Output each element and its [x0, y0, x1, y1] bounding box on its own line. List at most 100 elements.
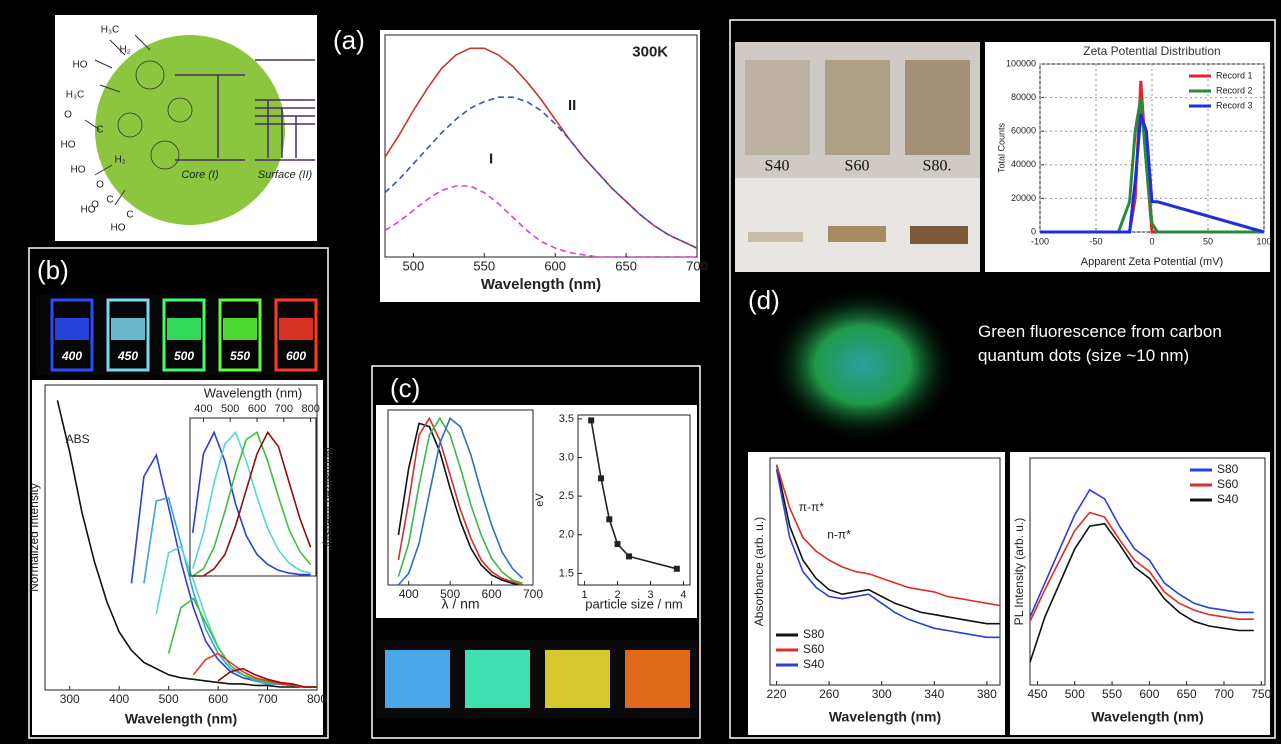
x-tick-label: 600: [248, 403, 266, 415]
plot-frame: [769, 457, 1001, 686]
x-tick-label: 600: [482, 587, 502, 601]
x-tick-label: 3: [647, 589, 653, 601]
panel-label: (b): [37, 255, 69, 285]
annotation: π-π*: [799, 500, 825, 514]
series-line: [1040, 113, 1265, 234]
point: [614, 541, 621, 548]
panel-label: (a): [333, 25, 365, 55]
plot-frame: [1029, 457, 1266, 686]
series-line: [192, 431, 312, 577]
panel-b-chart-box: [32, 380, 323, 735]
x-tick-label: 650: [1177, 687, 1197, 701]
schematic-label: HO: [73, 60, 88, 71]
y-tick-label: 1.5: [559, 567, 574, 579]
legend-label: Record 2: [1216, 85, 1253, 95]
sample-label: S40: [765, 158, 790, 175]
y-axis-label: Absorbance (arb. u.): [752, 517, 766, 626]
sample-label: S60: [845, 158, 870, 175]
y-tick-label: 0: [1031, 226, 1036, 236]
y-tick-label: 2.0: [559, 529, 574, 541]
y-tick-label: 80000: [1011, 92, 1036, 102]
chart-title: Zeta Potential Distribution: [1083, 44, 1220, 58]
cuvette: [106, 298, 150, 372]
x-axis-label: λ / nm: [441, 596, 479, 612]
cuvette: [274, 298, 318, 372]
solution-green: [465, 650, 530, 708]
series-line: [1029, 511, 1254, 622]
vial-label: 450: [117, 349, 138, 363]
cuvette-glow: [55, 318, 89, 340]
legend-label: S40: [1217, 492, 1239, 506]
x-tick-label: 700: [275, 403, 293, 415]
energy-levels: [175, 59, 315, 161]
y-axis-label: eV: [534, 493, 546, 507]
x-tick-label: 750: [1251, 687, 1271, 701]
legend-label: Record 3: [1216, 100, 1253, 110]
vial-label: 550: [230, 349, 250, 363]
series-line: [1029, 522, 1254, 663]
y-tick-label: 3.0: [559, 451, 574, 463]
x-axis-label: Wavelength (nm): [829, 709, 941, 725]
annotation: ABS: [66, 432, 90, 446]
annotation: n-π*: [827, 527, 851, 541]
schematic-label: C: [106, 195, 113, 206]
fluorescence-glow: [768, 287, 958, 443]
x-axis-label: Apparent Zeta Potential (mV): [1081, 256, 1223, 268]
x-tick-label: -50: [1089, 236, 1102, 246]
y-tick-label: 100000: [1006, 58, 1036, 68]
series-line: [191, 430, 311, 576]
x-tick-label: 4: [680, 589, 686, 601]
panel-label: (d): [748, 285, 780, 315]
annotation: I: [489, 150, 493, 167]
x-tick-label: 700: [523, 587, 543, 601]
series-line: [775, 469, 1000, 639]
panel-label: (c): [390, 373, 420, 403]
aromatic-cores: [117, 60, 193, 170]
x-tick-label: 400: [109, 692, 129, 706]
schematic-label: H₃C: [101, 25, 120, 36]
series-line: [397, 416, 523, 585]
legend-label: S60: [803, 642, 825, 656]
pl-box: [1010, 452, 1270, 735]
zeta-box: [985, 42, 1270, 272]
schematic-label: O: [91, 200, 99, 211]
solution-yellow: [545, 650, 610, 708]
x-tick-label: 380: [977, 687, 997, 701]
schematic-label: H₂: [114, 155, 125, 166]
series-line: [590, 420, 678, 570]
schematic-label: HO: [71, 165, 86, 176]
x-tick-label: -100: [1031, 236, 1049, 246]
caption-box: Green fluorescence from carbon quantum d…: [978, 322, 1222, 365]
cuvette: [50, 298, 94, 372]
x-tick-label: 800: [301, 403, 319, 415]
y-tick-label: 60000: [1011, 126, 1036, 136]
plot-frame: [44, 384, 318, 691]
sample-label: S80.: [923, 158, 952, 175]
cuvette: [162, 298, 206, 372]
solution-orange: [625, 650, 690, 708]
legend-label: Record 1: [1216, 70, 1253, 80]
schematic-label: HO: [61, 140, 76, 151]
x-axis-label: Wavelength (nm): [1091, 709, 1203, 725]
y-tick-label: 40000: [1011, 159, 1036, 169]
x-tick-label: 1: [582, 589, 588, 601]
x-tick-label: 340: [924, 687, 944, 701]
series-line: [217, 667, 317, 688]
x-axis-label: Wavelength (nm): [481, 276, 601, 293]
x-tick-label: 220: [767, 687, 787, 701]
vials: [745, 60, 970, 244]
series-line: [397, 416, 523, 586]
x-tick-label: 600: [208, 692, 228, 706]
solution-blue: [385, 650, 450, 708]
series-line: [384, 47, 698, 249]
series-line: [1029, 488, 1254, 618]
vial-label: 400: [61, 349, 82, 363]
panel-b-frame: [28, 247, 329, 739]
cuvette: [218, 298, 262, 372]
x-tick-label: 400: [194, 403, 212, 415]
y-axis-label: Normalized Intensity: [27, 483, 41, 592]
panel-c-charts: [376, 405, 697, 618]
x-tick-label: 500: [221, 403, 239, 415]
x-axis-label: particle size / nm: [585, 596, 683, 611]
legend-label: S60: [1217, 477, 1239, 491]
